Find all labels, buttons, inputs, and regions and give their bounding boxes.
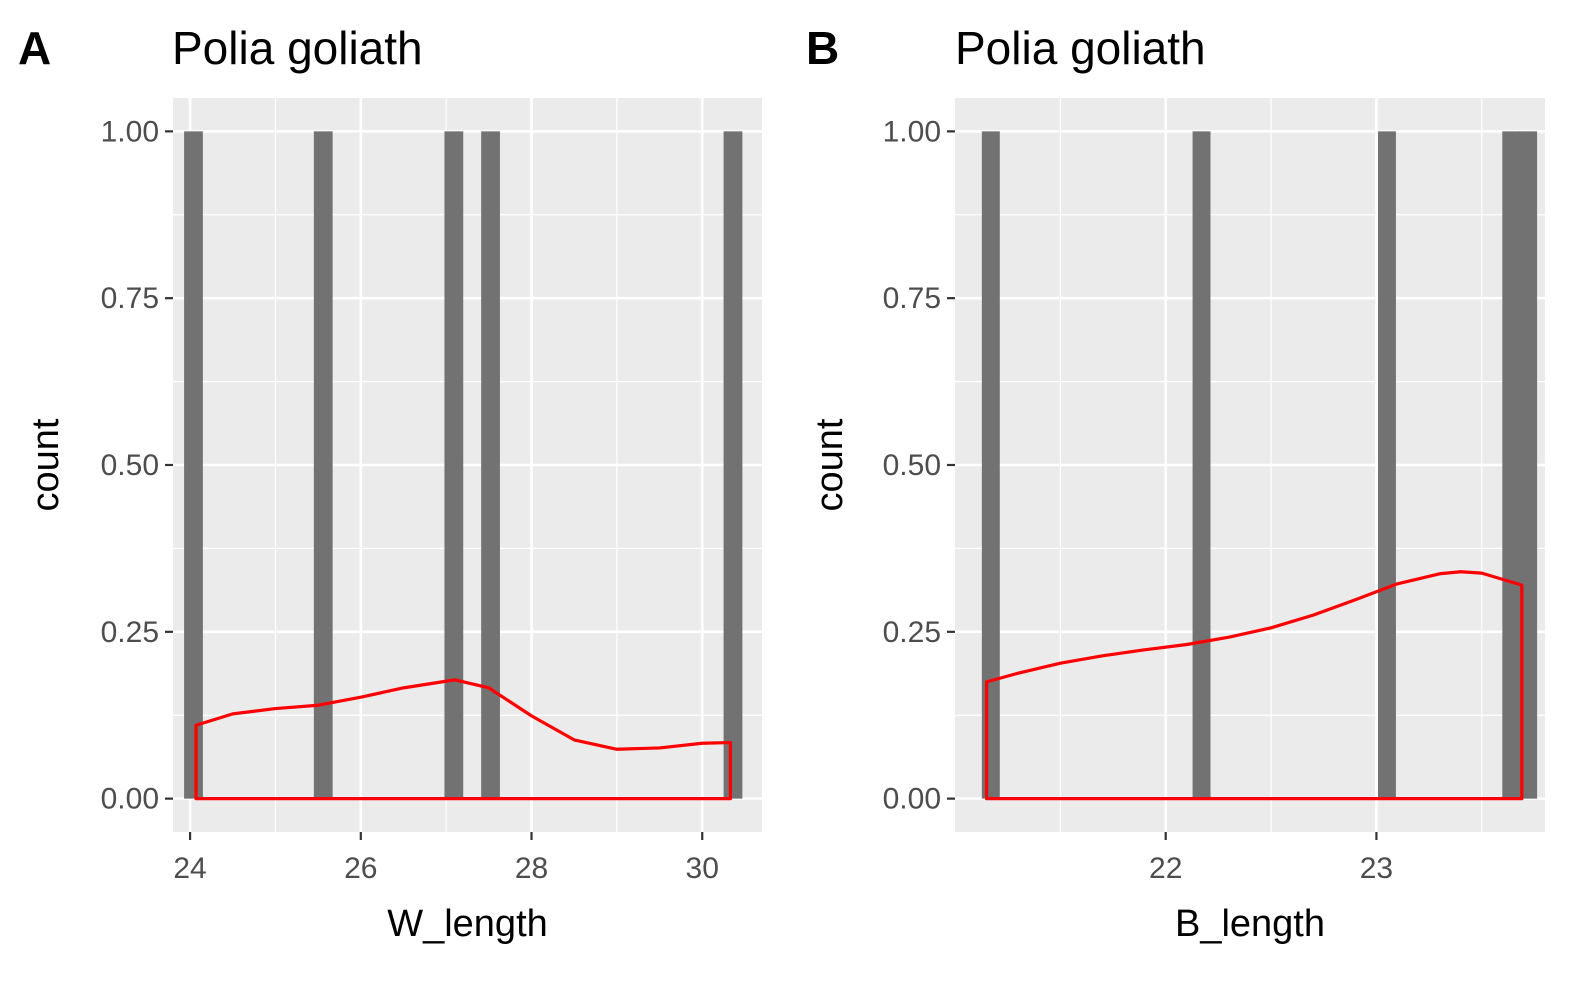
histogram-bar [981,131,1000,799]
panel-tag: B [806,22,839,74]
histogram-bar [1519,131,1538,799]
y-tick-label: 0.00 [101,783,159,816]
y-tick-label: 1.00 [883,115,941,148]
y-tick-label: 0.75 [883,282,941,315]
chart-title: Polia goliath [172,22,423,74]
x-tick-label: 23 [1360,852,1393,885]
y-tick-label: 0.75 [101,282,159,315]
y-tick-label: 1.00 [101,115,159,148]
y-tick-label: 0.00 [883,783,941,816]
y-axis-label: count [25,418,67,511]
panel-tag: A [18,22,51,74]
density-curve [985,570,1524,801]
x-tick-label: 26 [344,852,377,885]
x-tick-label: 30 [686,852,719,885]
x-axis-label: W_length [387,903,548,945]
panel-a: 0.00 0.25 0.50 0.75 1.00 24 26 28 30 A Polia golia… [18,22,762,945]
y-tick-label: 0.50 [883,449,941,482]
density-curve [194,678,733,801]
y-tick-label: 0.25 [101,616,159,649]
histogram-bar [723,131,743,799]
x-tick-label: 24 [173,852,206,885]
x-tick-label: 22 [1149,852,1182,885]
histogram-bar [184,131,203,799]
x-tick-label: 28 [515,852,548,885]
y-tick-label: 0.25 [883,616,941,649]
histogram-bar [1502,131,1521,799]
panel-b: 0.00 0.25 0.50 0.75 1.00 22 23 B Polia goliath B_… [806,22,1545,945]
y-tick-label: 0.50 [101,449,159,482]
histogram-bar [1192,131,1211,799]
histogram-bar [313,131,333,799]
histogram-bar [1378,131,1396,799]
y-axis-label: count [809,418,851,511]
histogram-bar [444,131,464,799]
histogram-bar [481,131,500,799]
chart-title: Polia goliath [955,22,1206,74]
x-axis-label: B_length [1175,903,1325,945]
